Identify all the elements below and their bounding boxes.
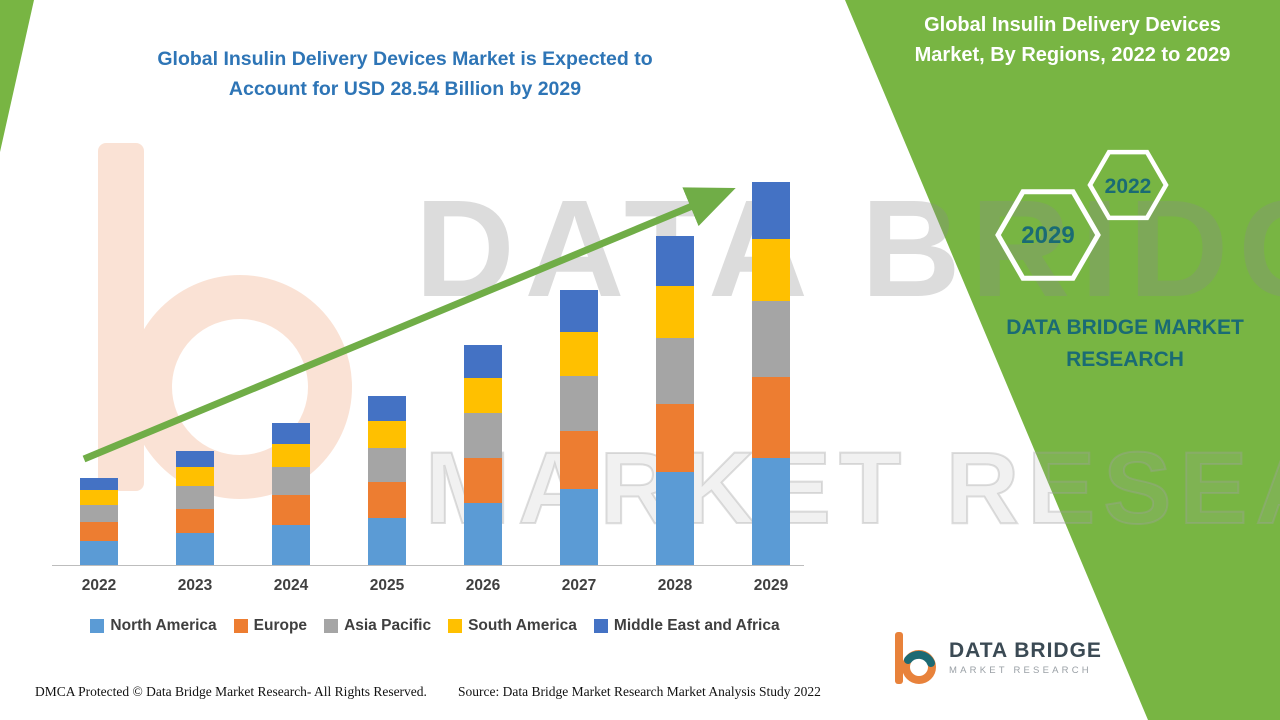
stacked-bar-chart: 2022 2023 2024 2025 2026 2027 2028 2029	[80, 182, 790, 594]
bar-segment-2025-europe	[368, 481, 406, 519]
bar-segment-2023-middle-east-and-africa	[176, 450, 214, 468]
legend-label: Asia Pacific	[344, 617, 432, 634]
bar-column-2026: 2026	[464, 344, 502, 594]
brand-wordmark-line1: DATA BRIDGE MARKET	[1006, 316, 1244, 339]
legend-item-europe: Europe	[233, 617, 308, 635]
bar-column-2022: 2022	[80, 477, 118, 594]
legend-swatch	[233, 619, 248, 633]
bar-column-2028: 2028	[656, 236, 694, 594]
logo-name: DATA BRIDGE	[949, 638, 1102, 662]
brand-wordmark-line2: RESEARCH	[1066, 347, 1184, 371]
chart-title: Global Insulin Delivery Devices Market i…	[100, 44, 710, 104]
hexagon-2029-label: 2029	[1021, 222, 1074, 249]
legend-label: Middle East and Africa	[613, 617, 780, 634]
legend-swatch	[593, 619, 608, 633]
bar-column-2027: 2027	[560, 289, 598, 594]
data-bridge-b-icon	[895, 632, 936, 684]
bar-segment-2025-middle-east-and-africa	[368, 395, 406, 422]
banner-title: Global Insulin Delivery Devices Market, …	[875, 10, 1270, 70]
legend-item-middle-east-and-africa: Middle East and Africa	[593, 617, 780, 635]
legend-swatch	[324, 619, 339, 633]
legend-swatch	[448, 619, 463, 633]
bar-segment-2023-north-america	[176, 532, 214, 565]
hexagon-2029	[995, 189, 1101, 281]
bar-segment-2024-north-america	[272, 524, 310, 565]
bar-segment-2027-south-america	[560, 331, 598, 376]
legend-item-south-america: South America	[448, 617, 577, 635]
green-corner-triangle	[0, 0, 34, 152]
bar-segment-2029-middle-east-and-africa	[752, 182, 790, 239]
bar-segment-2022-north-america	[80, 540, 118, 565]
brand-wordmark-panel: DATA BRIDGE MARKET RESEARCH	[995, 312, 1255, 375]
chart-title-line1: Global Insulin Delivery Devices Market i…	[157, 48, 653, 70]
logo-tagline: MARKET RESEARCH	[949, 665, 1092, 677]
source-note: Source: Data Bridge Market Research Mark…	[458, 684, 821, 699]
bar-segment-2026-middle-east-and-africa	[464, 344, 502, 379]
bar-segment-2029-south-america	[752, 238, 790, 301]
bar-segment-2026-north-america	[464, 503, 502, 565]
bar-segment-2025-south-america	[368, 421, 406, 449]
bar-segment-2024-asia-pacific	[272, 467, 310, 496]
x-axis-label-2027: 2027	[561, 577, 597, 594]
x-axis-label-2024: 2024	[273, 577, 309, 594]
bar-segment-2028-asia-pacific	[656, 338, 694, 404]
bar-segment-2029-asia-pacific	[752, 300, 790, 378]
year-hexagons: 2029 2022	[995, 149, 1169, 281]
bar-segment-2028-north-america	[656, 472, 694, 565]
bar-segment-2022-south-america	[80, 489, 118, 505]
banner-title-line1: Global Insulin Delivery Devices	[924, 14, 1221, 36]
bar-segment-2024-middle-east-and-africa	[272, 422, 310, 445]
bar-segment-2026-europe	[464, 457, 502, 504]
bar-segment-2025-asia-pacific	[368, 448, 406, 482]
legend-item-asia-pacific: Asia Pacific	[324, 617, 431, 635]
bar-column-2029: 2029	[752, 182, 790, 594]
bar-segment-2029-north-america	[752, 457, 790, 565]
bar-segment-2022-asia-pacific	[80, 504, 118, 523]
dmca-notice: DMCA Protected © Data Bridge Market Rese…	[35, 684, 427, 699]
x-axis-label-2028: 2028	[657, 577, 693, 594]
bar-segment-2028-europe	[656, 403, 694, 473]
x-axis-label-2022: 2022	[81, 577, 117, 594]
x-axis-label-2025: 2025	[369, 577, 405, 594]
bar-segment-2023-asia-pacific	[176, 485, 214, 509]
hexagon-2022	[1087, 149, 1169, 221]
bar-segment-2024-south-america	[272, 444, 310, 468]
bar-segment-2025-north-america	[368, 518, 406, 565]
bar-segment-2028-south-america	[656, 285, 694, 339]
banner-title-line2: Market, By Regions, 2022 to 2029	[914, 44, 1231, 66]
bar-segment-2026-asia-pacific	[464, 413, 502, 458]
bar-segment-2023-europe	[176, 508, 214, 533]
bar-segment-2023-south-america	[176, 467, 214, 486]
x-axis-line	[52, 565, 804, 566]
bar-segment-2027-north-america	[560, 488, 598, 565]
chart-legend: North America Europe Asia Pacific South Ame…	[30, 617, 840, 635]
bar-segment-2024-europe	[272, 495, 310, 525]
bar-segment-2022-middle-east-and-africa	[80, 477, 118, 490]
bar-segment-2027-middle-east-and-africa	[560, 289, 598, 332]
bar-segment-2022-europe	[80, 522, 118, 541]
legend-label: Europe	[253, 617, 308, 634]
bar-segment-2028-middle-east-and-africa	[656, 236, 694, 286]
bar-column-2024: 2024	[272, 422, 310, 594]
bar-column-2025: 2025	[368, 395, 406, 594]
data-bridge-logo: DATA BRIDGE MARKET RESEARCH	[893, 630, 1102, 686]
bar-column-2023: 2023	[176, 450, 214, 594]
hexagon-2022-label: 2022	[1105, 175, 1152, 198]
legend-swatch	[90, 619, 105, 633]
legend-item-north-america: North America	[90, 617, 217, 635]
x-axis-label-2023: 2023	[177, 577, 213, 594]
legend-label: South America	[468, 617, 577, 634]
bar-segment-2027-asia-pacific	[560, 375, 598, 431]
bar-segment-2029-europe	[752, 377, 790, 458]
legend-label: North America	[110, 617, 217, 634]
x-axis-label-2026: 2026	[465, 577, 501, 594]
x-axis-label-2029: 2029	[753, 577, 789, 594]
bar-segment-2026-south-america	[464, 378, 502, 414]
green-diagonal-band	[845, 0, 1280, 720]
chart-title-line2: Account for USD 28.54 Billion by 2029	[228, 78, 582, 101]
bar-segment-2027-europe	[560, 430, 598, 489]
